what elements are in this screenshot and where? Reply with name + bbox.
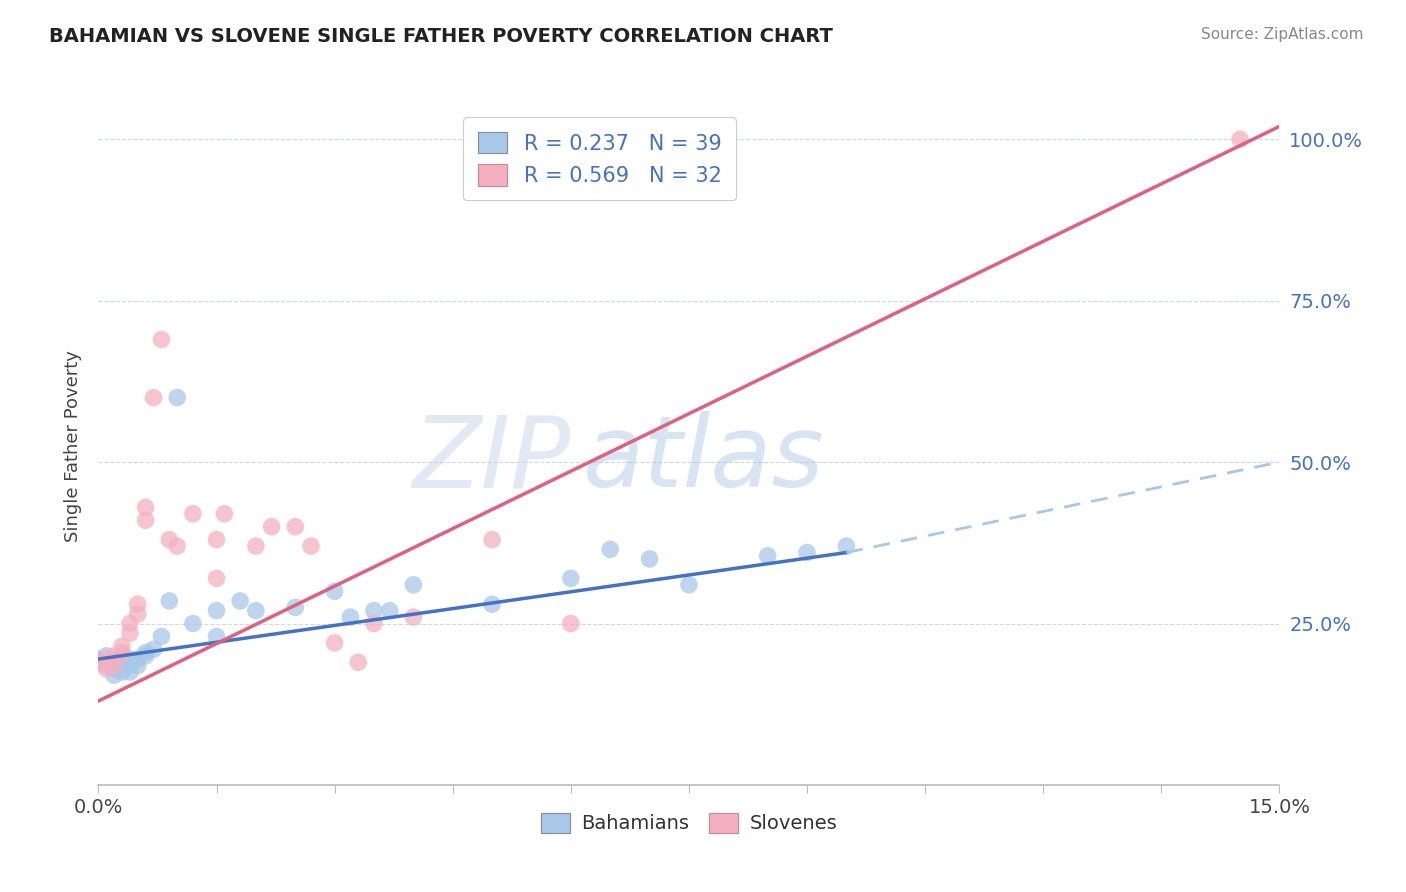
Point [678, 578, 700, 592]
Point [560, 571, 582, 585]
Text: Source: ZipAtlas.com: Source: ZipAtlas.com [1201, 27, 1364, 42]
Point [284, 519, 307, 533]
Text: BAHAMIAN VS SLOVENE SINGLE FATHER POVERTY CORRELATION CHART: BAHAMIAN VS SLOVENE SINGLE FATHER POVERT… [49, 27, 834, 45]
Point [127, 607, 149, 621]
Point [142, 391, 165, 405]
Point [402, 610, 425, 624]
Y-axis label: Single Father Poverty: Single Father Poverty [63, 350, 82, 542]
Point [181, 507, 204, 521]
Point [127, 652, 149, 666]
Legend: Bahamians, Slovenes: Bahamians, Slovenes [531, 803, 846, 843]
Point [835, 539, 858, 553]
Point [111, 646, 134, 660]
Point [796, 545, 818, 559]
Point [150, 630, 173, 644]
Point [245, 539, 267, 553]
Point [323, 636, 346, 650]
Point [118, 616, 141, 631]
Point [205, 604, 228, 618]
Point [96, 662, 118, 676]
Point [481, 597, 503, 611]
Point [181, 616, 204, 631]
Point [205, 630, 228, 644]
Point [111, 639, 134, 653]
Text: ZIP: ZIP [412, 411, 571, 508]
Point [756, 549, 779, 563]
Point [481, 533, 503, 547]
Point [118, 665, 141, 679]
Point [205, 571, 228, 585]
Point [96, 648, 118, 663]
Point [135, 648, 157, 663]
Point [111, 665, 134, 679]
Point [127, 597, 149, 611]
Point [96, 652, 118, 666]
Point [157, 594, 180, 608]
Point [1229, 132, 1251, 146]
Point [127, 658, 149, 673]
Point [87, 652, 110, 666]
Point [323, 584, 346, 599]
Point [103, 668, 125, 682]
Point [299, 539, 322, 553]
Point [96, 658, 118, 673]
Point [103, 648, 125, 663]
Point [402, 578, 425, 592]
Point [599, 542, 621, 557]
Point [150, 333, 173, 347]
Point [111, 658, 134, 673]
Point [166, 539, 188, 553]
Point [111, 648, 134, 663]
Point [87, 655, 110, 669]
Point [245, 604, 267, 618]
Point [118, 658, 141, 673]
Point [363, 616, 385, 631]
Point [135, 500, 157, 515]
Point [118, 626, 141, 640]
Point [205, 533, 228, 547]
Point [638, 552, 661, 566]
Point [284, 600, 307, 615]
Point [214, 507, 236, 521]
Point [378, 604, 401, 618]
Point [560, 616, 582, 631]
Point [118, 652, 141, 666]
Point [135, 513, 157, 527]
Point [363, 604, 385, 618]
Point [260, 519, 283, 533]
Point [339, 610, 361, 624]
Point [103, 655, 125, 669]
Point [229, 594, 252, 608]
Point [347, 655, 370, 669]
Point [103, 662, 125, 676]
Point [103, 658, 125, 673]
Point [142, 642, 165, 657]
Point [135, 646, 157, 660]
Text: atlas: atlas [582, 411, 824, 508]
Point [166, 391, 188, 405]
Point [157, 533, 180, 547]
